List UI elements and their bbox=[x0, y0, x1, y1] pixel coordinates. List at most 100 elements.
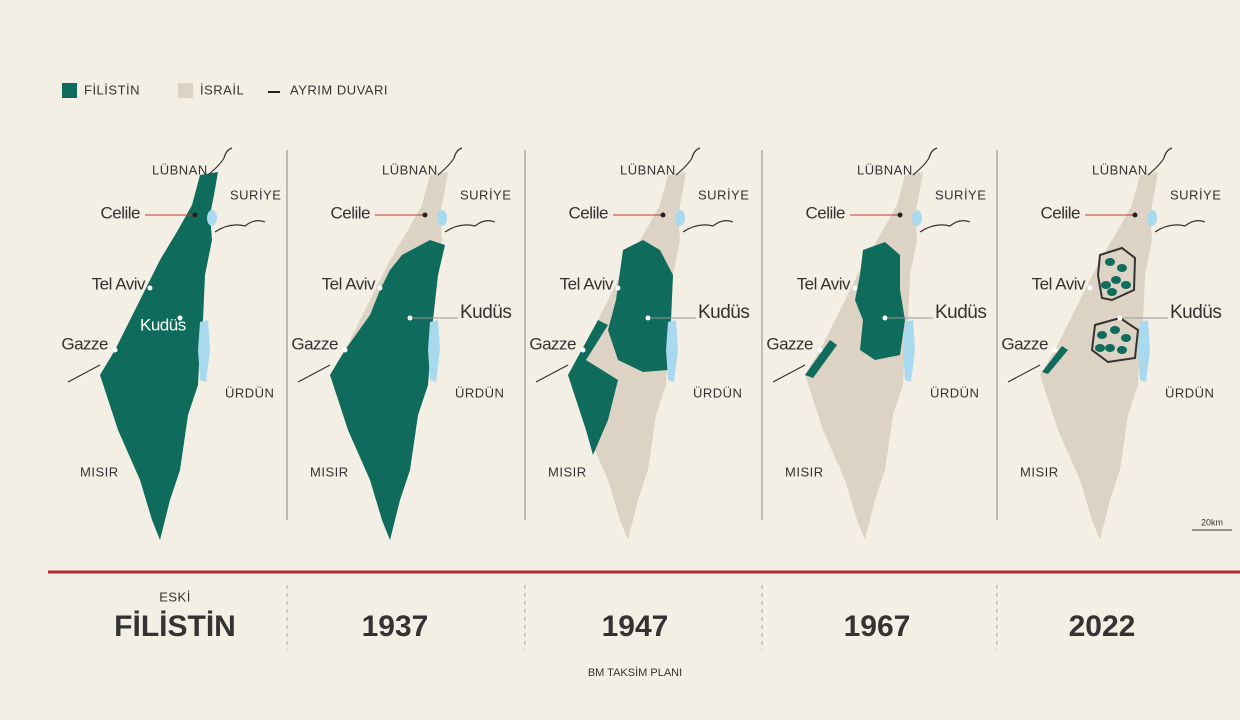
city-label: Kudüs bbox=[460, 302, 511, 323]
country-label: SURİYE bbox=[698, 187, 749, 202]
map-panel: LÜBNAN SURİYE ÜRDÜN MISIR Celile Tel Aviv Gazz… bbox=[61, 147, 281, 540]
country-label: SURİYE bbox=[935, 187, 986, 202]
city-label: Gazze bbox=[1001, 334, 1048, 353]
city-dot bbox=[645, 315, 651, 321]
caption: 1967 bbox=[844, 610, 911, 643]
city-label: Celile bbox=[805, 203, 845, 222]
lake bbox=[198, 320, 210, 382]
border bbox=[1154, 220, 1206, 233]
city-dot bbox=[407, 315, 413, 321]
palestine-area bbox=[330, 240, 445, 540]
city-label: Celile bbox=[330, 203, 370, 222]
legend-swatch-palestine bbox=[62, 83, 77, 98]
city-dot bbox=[112, 347, 118, 353]
enclave bbox=[1111, 276, 1121, 284]
border bbox=[535, 364, 569, 383]
enclave bbox=[1117, 264, 1127, 272]
palestine-area bbox=[608, 240, 673, 372]
city-dot bbox=[342, 347, 348, 353]
caption: FİLİSTİN bbox=[114, 610, 236, 643]
city-dot bbox=[660, 212, 666, 218]
lake bbox=[666, 320, 678, 382]
legend-israel: İSRAİL bbox=[200, 82, 244, 97]
city-label: Kudüs bbox=[1170, 302, 1221, 323]
city-label: Tel Aviv bbox=[1032, 274, 1086, 293]
scale-label: 20km bbox=[1201, 517, 1223, 527]
country-label: SURİYE bbox=[1170, 187, 1221, 202]
border bbox=[214, 220, 266, 233]
city-dot bbox=[817, 347, 823, 353]
city-dot bbox=[147, 285, 153, 291]
country-label: LÜBNAN bbox=[620, 162, 676, 177]
country-label: ÜRDÜN bbox=[930, 385, 979, 400]
enclave bbox=[1105, 344, 1115, 352]
city-dot bbox=[1087, 285, 1093, 291]
country-label: MISIR bbox=[785, 464, 824, 479]
enclave bbox=[1117, 346, 1127, 354]
caption-underline: BM TAKSİM PLANI bbox=[588, 666, 682, 679]
city-label: Kudüs bbox=[140, 315, 186, 334]
lake bbox=[1147, 210, 1157, 226]
border bbox=[1147, 147, 1173, 176]
border bbox=[444, 220, 496, 233]
enclave bbox=[1121, 281, 1131, 289]
country-label: ÜRDÜN bbox=[455, 385, 504, 400]
country-label: SURİYE bbox=[460, 187, 511, 202]
city-dot bbox=[422, 212, 428, 218]
city-label: Tel Aviv bbox=[560, 274, 614, 293]
city-label: Celile bbox=[1040, 203, 1080, 222]
city-dot bbox=[897, 212, 903, 218]
country-label: MISIR bbox=[310, 464, 349, 479]
country-label: LÜBNAN bbox=[1092, 162, 1148, 177]
enclave bbox=[1105, 258, 1115, 266]
city-label: Celile bbox=[568, 203, 608, 222]
city-label: Gazze bbox=[529, 334, 576, 353]
city-dot bbox=[377, 285, 383, 291]
border bbox=[682, 220, 734, 233]
enclave bbox=[1110, 326, 1120, 334]
city-dot bbox=[852, 285, 858, 291]
border bbox=[919, 220, 971, 233]
legend-wall: AYRIM DUVARI bbox=[290, 82, 388, 97]
lake bbox=[1138, 320, 1150, 382]
caption: 2022 bbox=[1069, 610, 1136, 643]
city-label: Gazze bbox=[766, 334, 813, 353]
country-label: ÜRDÜN bbox=[693, 385, 742, 400]
caption-overline: ESKİ bbox=[159, 589, 191, 604]
lake bbox=[675, 210, 685, 226]
country-label: ÜRDÜN bbox=[225, 385, 274, 400]
country-label: LÜBNAN bbox=[382, 162, 438, 177]
border bbox=[675, 147, 701, 176]
legend-swatch-israel bbox=[178, 83, 193, 98]
city-label: Gazze bbox=[61, 334, 108, 353]
city-dot bbox=[1117, 315, 1123, 321]
city-dot bbox=[580, 347, 586, 353]
separation-wall bbox=[1096, 246, 1137, 302]
map-panel: LÜBNAN SURİYE ÜRDÜN MISIR Celile Tel Aviv Gazz… bbox=[1001, 147, 1222, 540]
border bbox=[772, 364, 806, 383]
city-dot bbox=[882, 315, 888, 321]
border bbox=[207, 147, 233, 176]
lake bbox=[428, 320, 440, 382]
palestine-area bbox=[805, 340, 837, 378]
enclave bbox=[1121, 334, 1131, 342]
caption: 1947 bbox=[602, 610, 669, 643]
city-label: Tel Aviv bbox=[322, 274, 376, 293]
lake bbox=[912, 210, 922, 226]
border bbox=[1007, 364, 1041, 383]
map-panel: LÜBNAN SURİYE ÜRDÜN MISIR Celile Tel Aviv Gazz… bbox=[529, 147, 750, 540]
city-dot bbox=[177, 315, 183, 321]
palestine-area bbox=[1042, 346, 1068, 374]
enclave bbox=[1101, 281, 1111, 289]
country-label: MISIR bbox=[1020, 464, 1059, 479]
border bbox=[437, 147, 463, 176]
country-label: LÜBNAN bbox=[152, 162, 208, 177]
city-label: Tel Aviv bbox=[92, 274, 146, 293]
enclave bbox=[1107, 288, 1117, 296]
city-dot bbox=[192, 212, 198, 218]
palestine-area bbox=[568, 320, 618, 455]
lake bbox=[903, 320, 915, 382]
lake bbox=[437, 210, 447, 226]
